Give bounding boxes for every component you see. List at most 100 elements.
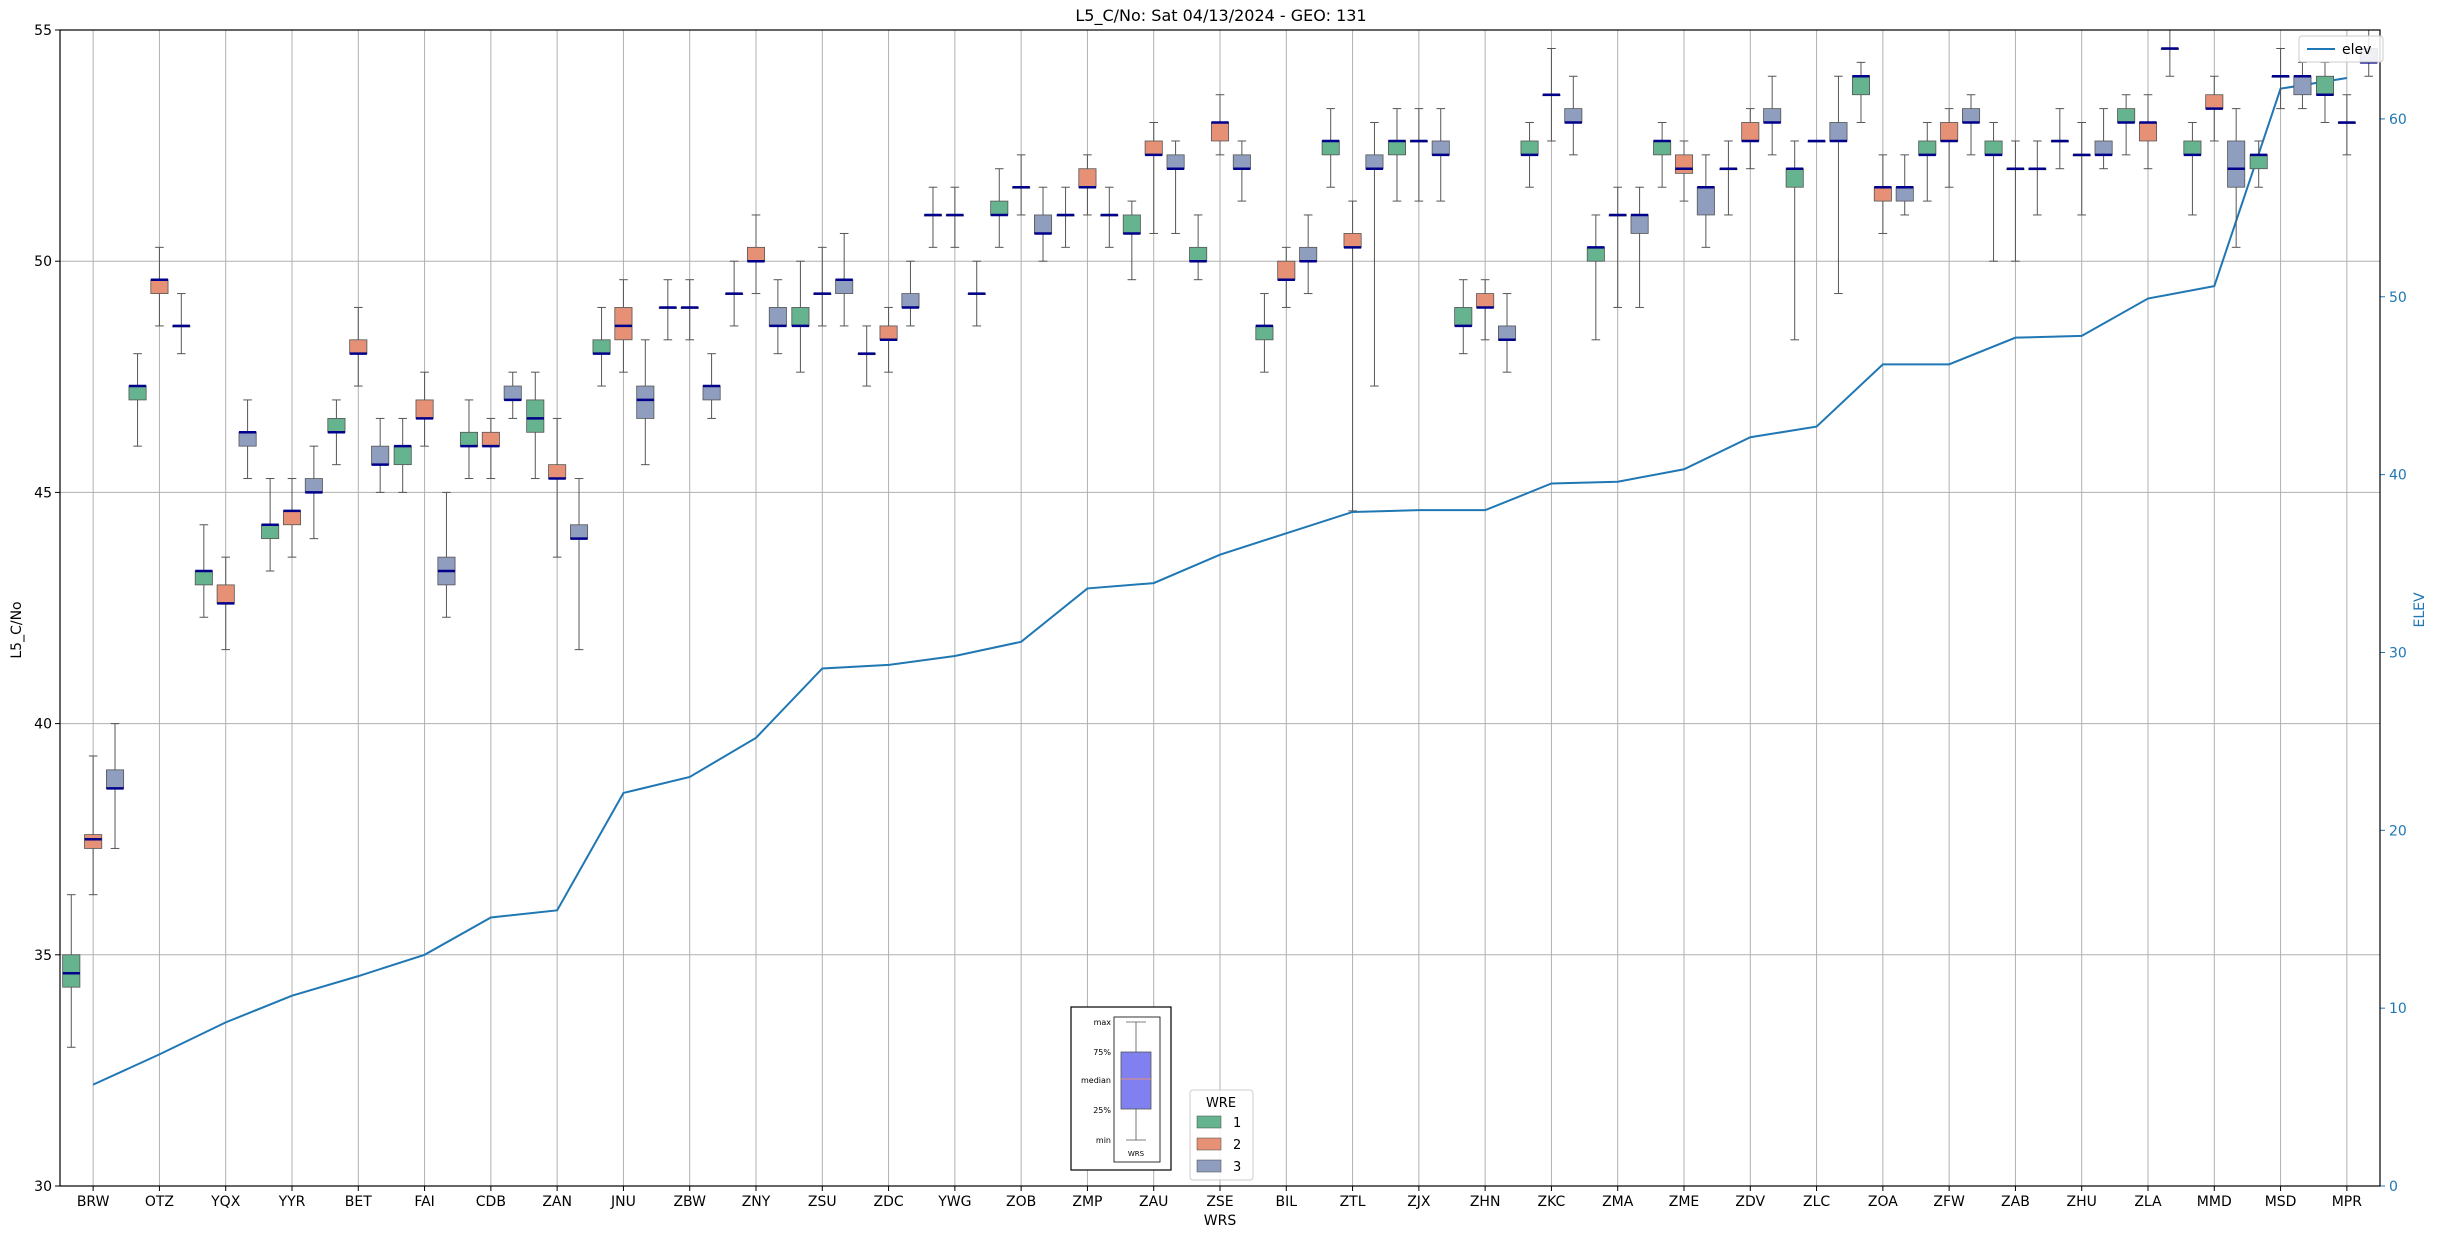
box-wre-1 bbox=[194, 570, 213, 586]
y2-tick-label: 0 bbox=[2389, 1179, 2398, 1195]
box-wre-2 bbox=[282, 510, 302, 526]
box-wre-3 bbox=[503, 385, 522, 401]
elev-legend-label: elev bbox=[2342, 42, 2371, 58]
box-wre-3 bbox=[1431, 140, 1450, 156]
x-tick-label: BIL bbox=[1276, 1194, 1298, 1210]
box-wre-1 bbox=[1189, 246, 1208, 262]
box-wre-2 bbox=[1674, 154, 1694, 174]
y2-axis-label: ELEV bbox=[2412, 592, 2428, 627]
x-tick-label: ZAN bbox=[542, 1194, 572, 1210]
boxplots bbox=[62, 29, 2378, 1048]
box-wre-1 bbox=[1122, 214, 1141, 234]
x-tick-label: ZOA bbox=[1868, 1194, 1898, 1210]
box-wre-3 bbox=[1365, 154, 1384, 170]
x-tick-label: MMD bbox=[2197, 1194, 2232, 1210]
y-tick-label: 55 bbox=[34, 23, 52, 39]
x-tick-label: BET bbox=[345, 1194, 372, 1210]
box-wre-1 bbox=[1785, 168, 1804, 188]
x-tick-label: ZSU bbox=[808, 1194, 837, 1210]
y2-tick-label: 40 bbox=[2389, 468, 2407, 484]
box-wre-2 bbox=[1210, 122, 1230, 142]
box-wre-3 bbox=[1763, 108, 1782, 123]
x-tick-label: MSD bbox=[2265, 1194, 2297, 1210]
x-tick-label: BRW bbox=[77, 1194, 110, 1210]
x-tick-label: FAI bbox=[414, 1194, 434, 1210]
box-wre-1 bbox=[459, 431, 479, 447]
x-tick-label: ZMA bbox=[1602, 1194, 1634, 1210]
box-wre-2 bbox=[216, 584, 235, 604]
x-tick-label: ZSE bbox=[1206, 1194, 1233, 1210]
box-wre-3 bbox=[106, 769, 125, 789]
box-wre-1 bbox=[2315, 75, 2335, 96]
x-tick-label: OTZ bbox=[145, 1194, 174, 1210]
y-tick-label: 50 bbox=[34, 254, 52, 270]
y2-tick-label: 30 bbox=[2389, 645, 2407, 661]
box-wre-3 bbox=[2094, 140, 2113, 156]
box-wre-1 bbox=[791, 307, 810, 327]
elev-series bbox=[92, 77, 2348, 1086]
box-wre-2 bbox=[1476, 293, 1495, 308]
boxplot-key-label-75: 75% bbox=[1093, 1048, 1111, 1057]
y-tick-label: 40 bbox=[34, 717, 52, 733]
boxplot-key-label-25: 25% bbox=[1093, 1106, 1111, 1115]
box-wre-2 bbox=[481, 431, 500, 447]
box-wre-2 bbox=[349, 339, 368, 355]
box-wre-3 bbox=[304, 478, 323, 493]
boxplot-key-caption: WRS bbox=[1128, 1150, 1145, 1158]
wre-legend-title: WRE bbox=[1206, 1096, 1236, 1111]
boxplot-key-label-min: min bbox=[1096, 1136, 1111, 1145]
x-tick-label: ZOB bbox=[1006, 1194, 1036, 1210]
box-wre-1 bbox=[1520, 140, 1539, 156]
x-tick-label: ZHN bbox=[1470, 1194, 1501, 1210]
x-tick-label: ZFW bbox=[1933, 1194, 1965, 1210]
box-wre-2 bbox=[614, 307, 633, 341]
x-tick-label: ZHU bbox=[2067, 1194, 2097, 1210]
box-wre-3 bbox=[1962, 108, 1981, 123]
wre-legend-label-2: 2 bbox=[1233, 1138, 1241, 1153]
x-tick-label: ZDV bbox=[1735, 1194, 1765, 1210]
boxplot-key-inner-frame bbox=[1113, 1016, 1161, 1163]
box-wre-1 bbox=[327, 418, 346, 433]
x-tick-label: ZLC bbox=[1803, 1194, 1830, 1210]
y2-tick-label: 50 bbox=[2389, 290, 2407, 306]
wre-legend-label-3: 3 bbox=[1233, 1160, 1241, 1175]
x-tick-label: ZKC bbox=[1538, 1194, 1566, 1210]
box-wre-2 bbox=[1078, 168, 1097, 188]
x-tick-label: ZAU bbox=[1139, 1194, 1168, 1210]
box-wre-1 bbox=[1586, 246, 1605, 262]
box-wre-2 bbox=[2205, 94, 2224, 110]
box-wre-2 bbox=[84, 834, 103, 849]
box-wre-1 bbox=[1918, 140, 1937, 156]
x-tick-label: ZNY bbox=[742, 1194, 771, 1210]
box-wre-1 bbox=[62, 954, 81, 988]
box-wre-3 bbox=[702, 385, 721, 401]
box-wre-3 bbox=[1829, 122, 1848, 142]
y2-tick-label: 20 bbox=[2389, 823, 2407, 839]
x-tick-label: YQX bbox=[210, 1194, 241, 1210]
x-tick-label: ZLA bbox=[2134, 1194, 2162, 1210]
wre-legend-swatch-2 bbox=[1196, 1137, 1222, 1151]
box-wre-2 bbox=[548, 464, 567, 479]
box-wre-3 bbox=[1564, 108, 1583, 123]
elev-legend-frame bbox=[2298, 35, 2384, 63]
y2-tick-label: 10 bbox=[2389, 1001, 2407, 1017]
box-wre-3 bbox=[2227, 140, 2246, 188]
box-wre-1 bbox=[2117, 108, 2136, 123]
box-wre-3 bbox=[636, 385, 655, 419]
box-wre-1 bbox=[393, 445, 412, 466]
box-wre-3 bbox=[371, 445, 390, 466]
boxplot-key-label-max: max bbox=[1094, 1018, 1112, 1027]
x-tick-label: ZBW bbox=[673, 1194, 706, 1210]
box-wre-3 bbox=[2293, 75, 2312, 96]
y-tick-label: 35 bbox=[34, 948, 52, 964]
box-wre-3 bbox=[1498, 325, 1517, 341]
box-wre-2 bbox=[1144, 140, 1163, 156]
boxplot-key-label-median: median bbox=[1081, 1076, 1111, 1085]
box-wre-2 bbox=[1277, 260, 1296, 281]
box-wre-2 bbox=[1940, 122, 1959, 142]
boxplot-key-box bbox=[1120, 1051, 1152, 1110]
x-tick-label: ZJX bbox=[1407, 1194, 1431, 1210]
box-wre-1 bbox=[1387, 140, 1407, 156]
